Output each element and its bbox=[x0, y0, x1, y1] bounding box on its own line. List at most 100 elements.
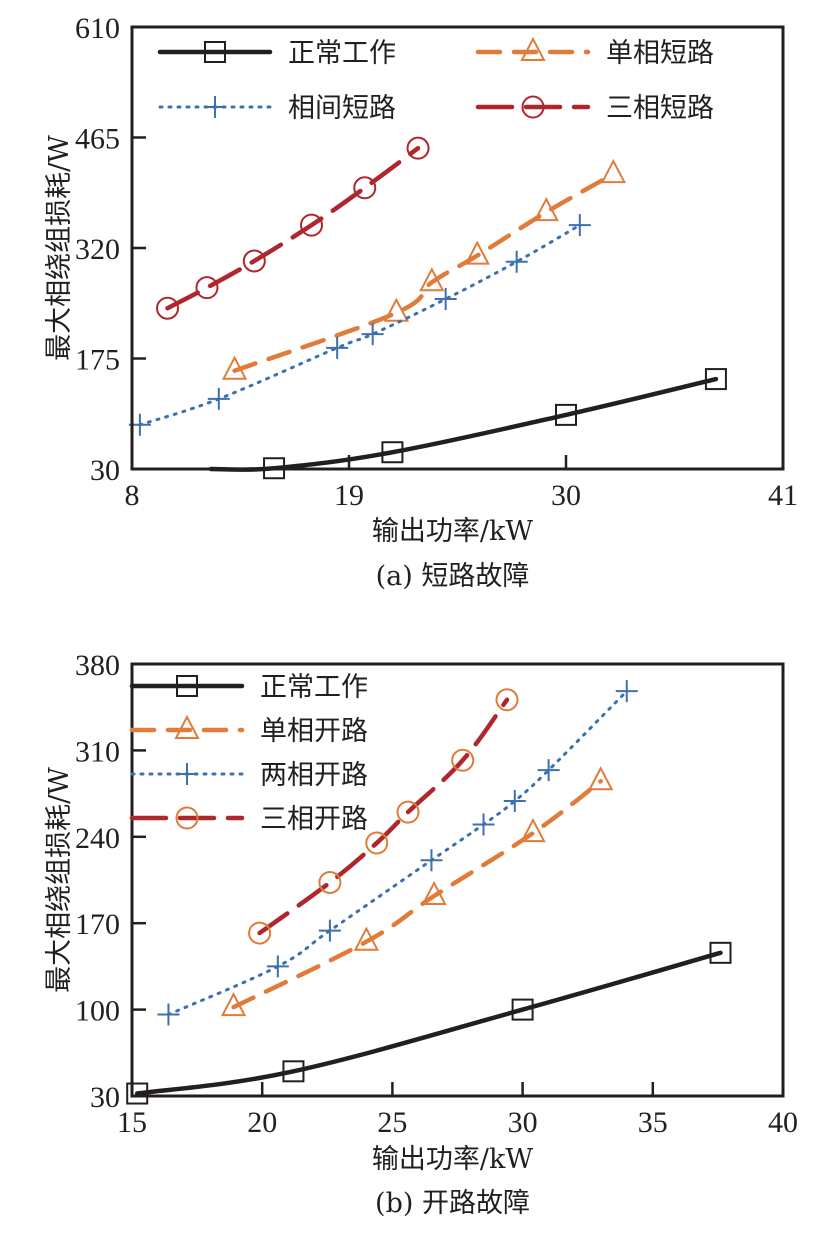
marker-interphase bbox=[434, 288, 457, 311]
marker-normal bbox=[126, 1082, 149, 1105]
legend-label-normal: 正常工作 bbox=[288, 38, 396, 69]
marker-three bbox=[396, 800, 420, 824]
series-three bbox=[156, 136, 430, 320]
marker-two bbox=[318, 919, 341, 942]
marker-single bbox=[421, 880, 447, 906]
legend-label-two: 两相开路 bbox=[260, 760, 368, 791]
marker-single bbox=[533, 197, 559, 222]
line-interphase bbox=[138, 223, 582, 427]
y-tick-label: 30 bbox=[90, 454, 120, 487]
legend-label-single: 单相开路 bbox=[260, 716, 368, 747]
y-tick-label: 170 bbox=[75, 908, 120, 941]
x-tick-label: 30 bbox=[551, 479, 581, 512]
legend-label-single: 单相短路 bbox=[606, 38, 714, 69]
y-tick-label: 175 bbox=[75, 344, 120, 377]
chart-caption: (b) 开路故障 bbox=[375, 1188, 530, 1219]
legend-marker-interphase bbox=[204, 96, 226, 118]
legend-item-normal: 正常工作 bbox=[157, 38, 396, 69]
marker-two bbox=[472, 813, 495, 836]
y-tick-label: 30 bbox=[90, 1081, 120, 1114]
legend-label-interphase: 相间短路 bbox=[288, 93, 396, 124]
series-layer bbox=[128, 136, 727, 480]
marker-three bbox=[353, 176, 377, 200]
series-normal bbox=[208, 368, 727, 480]
marker-single bbox=[464, 240, 490, 265]
line-three bbox=[257, 697, 510, 936]
y-tick-label: 240 bbox=[75, 822, 120, 855]
series-layer bbox=[126, 680, 732, 1105]
marker-single bbox=[220, 991, 247, 1017]
marker-normal bbox=[704, 368, 727, 391]
legend-item-three: 三相短路 bbox=[475, 93, 714, 124]
legend-item-single: 单相短路 bbox=[475, 36, 714, 69]
series-normal bbox=[126, 941, 732, 1105]
y-axis-title: 最大相绕组损耗/W bbox=[44, 135, 75, 361]
legend-label-three: 三相短路 bbox=[606, 93, 714, 124]
legend-marker-normal bbox=[176, 675, 198, 697]
series-two bbox=[157, 680, 638, 1026]
marker-three bbox=[300, 213, 324, 237]
y-tick-label: 380 bbox=[75, 649, 120, 682]
marker-three bbox=[451, 748, 475, 772]
legend-marker-three bbox=[521, 95, 545, 119]
marker-single bbox=[383, 297, 409, 322]
series-three bbox=[248, 688, 519, 945]
x-tick-label: 19 bbox=[334, 479, 364, 512]
series-interphase bbox=[128, 214, 591, 436]
marker-two bbox=[157, 1003, 180, 1026]
marker-two bbox=[420, 849, 443, 872]
marker-three bbox=[495, 688, 519, 712]
marker-single bbox=[588, 766, 614, 791]
y-tick-label: 320 bbox=[75, 233, 120, 266]
x-axis-title: 输出功率/kW bbox=[372, 1144, 533, 1175]
marker-two bbox=[503, 790, 526, 813]
x-tick-label: 30 bbox=[508, 1106, 538, 1139]
x-tick-label: 25 bbox=[377, 1106, 407, 1139]
marker-three bbox=[318, 870, 342, 894]
line-two bbox=[166, 689, 629, 1017]
line-normal bbox=[208, 376, 719, 473]
x-tick-label: 15 bbox=[117, 1106, 147, 1139]
legend-item-single: 单相开路 bbox=[129, 714, 368, 747]
marker-interphase bbox=[505, 250, 528, 273]
marker-three bbox=[156, 296, 180, 320]
marker-interphase bbox=[207, 387, 230, 410]
marker-three bbox=[248, 921, 272, 945]
legend-marker-single bbox=[520, 36, 546, 61]
legend-marker-three bbox=[175, 806, 199, 830]
legend-item-three: 三相开路 bbox=[129, 804, 368, 835]
x-tick-label: 41 bbox=[768, 479, 798, 512]
chart-open-circuit: 15 20 25 30 35 40 30 100 170 240 310 380 正常工作单相开路两相… bbox=[44, 649, 798, 1219]
marker-two bbox=[537, 759, 560, 782]
plot-frame bbox=[130, 662, 785, 1098]
x-tick-label: 20 bbox=[247, 1106, 277, 1139]
x-tick-label: 35 bbox=[638, 1106, 668, 1139]
marker-normal bbox=[511, 998, 534, 1021]
marker-two bbox=[266, 955, 289, 978]
line-single bbox=[231, 779, 603, 1010]
line-normal bbox=[134, 950, 723, 1096]
line-three bbox=[165, 145, 421, 311]
marker-interphase bbox=[568, 214, 591, 237]
marker-two bbox=[615, 680, 638, 703]
chart-caption: (a) 短路故障 bbox=[376, 561, 530, 592]
legend-marker-single bbox=[174, 714, 200, 739]
series-single bbox=[221, 158, 626, 380]
marker-three bbox=[365, 831, 389, 855]
marker-single bbox=[221, 355, 248, 380]
legend-item-two: 两相开路 bbox=[130, 760, 368, 791]
legend-marker-two bbox=[176, 763, 198, 785]
y-tick-label: 465 bbox=[75, 123, 120, 156]
marker-normal bbox=[709, 941, 732, 964]
marker-single bbox=[520, 817, 546, 843]
legend-item-normal: 正常工作 bbox=[129, 672, 368, 703]
axis-ticks: 15 20 25 30 35 40 30 100 170 240 310 380 bbox=[75, 649, 798, 1139]
legend-label-normal: 正常工作 bbox=[260, 672, 368, 703]
series-single bbox=[220, 766, 614, 1017]
x-tick-label: 40 bbox=[768, 1106, 798, 1139]
marker-three bbox=[406, 136, 430, 160]
